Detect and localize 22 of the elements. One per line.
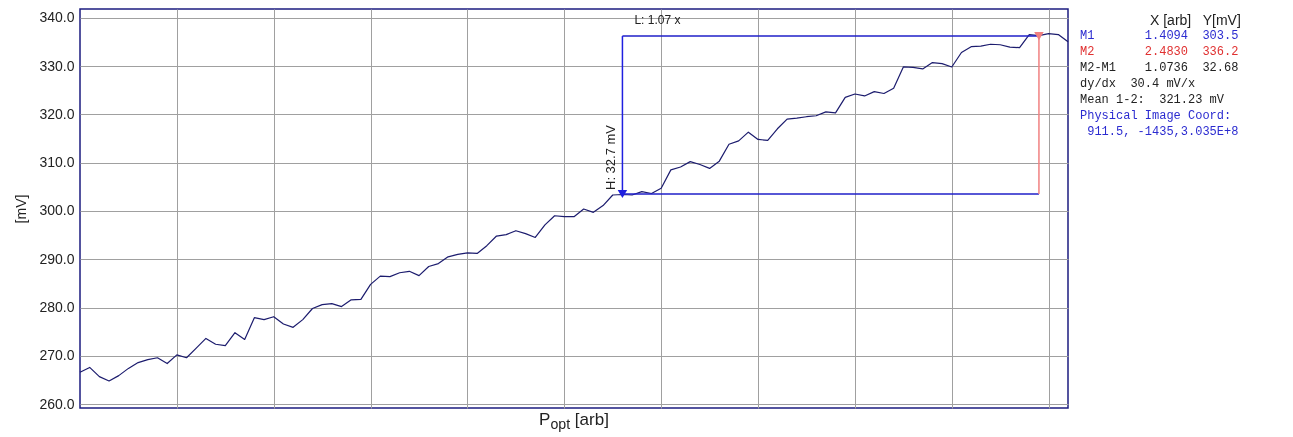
y-tick-label: 270.0: [39, 347, 75, 364]
annotation: L: 1.07 x: [634, 13, 681, 28]
x-axis-title: P$_{opt}$ [arb]: [538, 410, 610, 433]
text: M1 1.4094 303.5: [1080, 28, 1240, 44]
text: Mean 1-2: 321.23 mV: [1080, 92, 1226, 108]
text: X [arb] Y[mV]: [1149, 12, 1241, 28]
y-tick-label: 280.0: [39, 299, 75, 316]
text: Physical Image Coord:: [1080, 108, 1233, 124]
y-tick-label: 330.0: [39, 57, 75, 74]
y-tick-label: 290.0: [39, 250, 75, 267]
y-tick-label: 310.0: [39, 154, 75, 171]
text: M2-M1 1.0736 32.68: [1080, 60, 1240, 76]
line-series: [79, 33, 1069, 382]
y-axis-title: [mV]: [13, 194, 30, 224]
annotation: H: 32.7 mV: [603, 124, 619, 191]
text: M2 2.4830 336.2: [1080, 44, 1240, 60]
y-tick-label: 320.0: [39, 105, 75, 122]
text: 911.5, -1435,3.035E+8: [1086, 124, 1240, 140]
y-tick-label: 260.0: [39, 395, 75, 412]
y-tick-label: 300.0: [39, 202, 75, 219]
text: dy/dx 30.4 mV/x: [1080, 76, 1197, 92]
y-tick-label: 340.0: [39, 9, 75, 26]
